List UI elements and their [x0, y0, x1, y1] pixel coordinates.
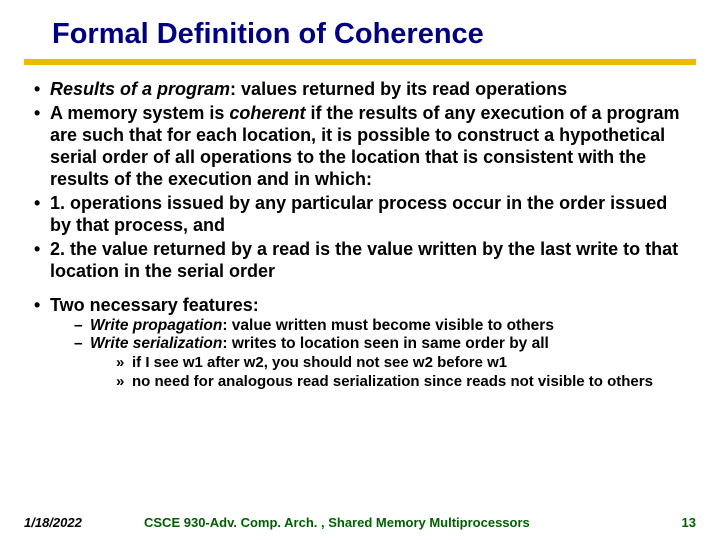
arrow-list: if I see w1 after w2, you should not see… [90, 354, 690, 391]
spacer [30, 285, 690, 295]
text: : values returned by its read operations [230, 79, 567, 99]
arrow-item: no need for analogous read serialization… [114, 373, 690, 391]
dash-item: Write propagation: value written must be… [72, 317, 690, 336]
footer-course: CSCE 930-Adv. Comp. Arch. , Shared Memor… [124, 515, 656, 530]
slide: Formal Definition of Coherence Results o… [0, 0, 720, 540]
bullet-item: Two necessary features: Write propagatio… [30, 295, 690, 391]
text: Two necessary features: [50, 295, 259, 315]
text: coherent [229, 103, 305, 123]
dash-list: Write propagation: value written must be… [50, 317, 690, 391]
text: no need for analogous read serialization… [132, 373, 653, 390]
text: : value written must become visible to o… [222, 317, 554, 334]
text: Write serialization [90, 335, 222, 352]
text: A memory system is [50, 103, 229, 123]
bullet-item: Results of a program: values returned by… [30, 79, 690, 101]
arrow-item: if I see w1 after w2, you should not see… [114, 354, 690, 372]
text: 2. the value returned by a read is the v… [50, 239, 678, 281]
dash-item: Write serialization: writes to location … [72, 335, 690, 391]
text: Write propagation [90, 317, 222, 334]
footer-date: 1/18/2022 [24, 515, 124, 530]
title-rule [24, 59, 696, 65]
footer-page: 13 [656, 515, 696, 530]
bullet-list: Two necessary features: Write propagatio… [30, 295, 690, 391]
text: : writes to location seen in same order … [222, 335, 548, 352]
bullet-item: 1. operations issued by any particular p… [30, 193, 690, 237]
bullet-list: Results of a program: values returned by… [30, 79, 690, 283]
footer: 1/18/2022 CSCE 930-Adv. Comp. Arch. , Sh… [0, 515, 720, 530]
text: 1. operations issued by any particular p… [50, 193, 667, 235]
text: Results of a program [50, 79, 230, 99]
content-area: Results of a program: values returned by… [24, 79, 696, 391]
bullet-item: A memory system is coherent if the resul… [30, 103, 690, 191]
bullet-item: 2. the value returned by a read is the v… [30, 239, 690, 283]
slide-title: Formal Definition of Coherence [24, 18, 696, 57]
text: if I see w1 after w2, you should not see… [132, 354, 507, 371]
